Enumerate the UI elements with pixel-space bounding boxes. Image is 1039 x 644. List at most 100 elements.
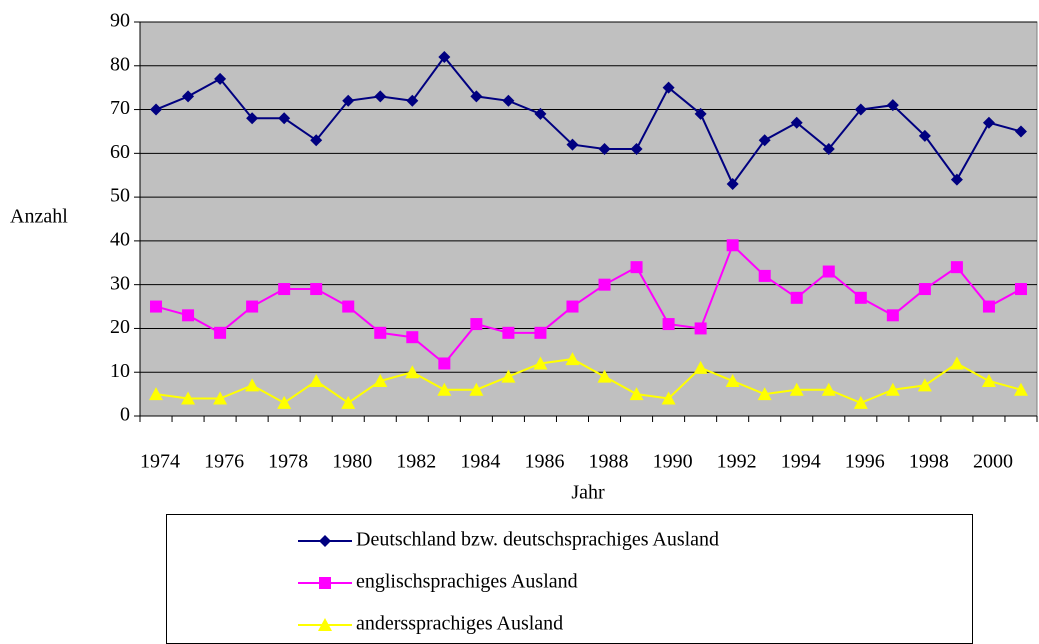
x-tick-label: 1978 xyxy=(268,451,308,473)
marker xyxy=(726,239,739,252)
marker xyxy=(214,72,227,85)
marker xyxy=(310,283,323,296)
marker xyxy=(502,94,515,107)
marker xyxy=(374,90,387,103)
legend-label: Deutschland bzw. deutschsprachiges Ausla… xyxy=(356,529,719,551)
marker xyxy=(790,116,803,129)
marker xyxy=(246,112,259,125)
marker xyxy=(150,103,163,116)
marker xyxy=(149,387,164,401)
x-tick-label: 1982 xyxy=(396,451,436,473)
marker xyxy=(278,283,291,296)
marker xyxy=(406,94,419,107)
marker xyxy=(789,382,804,396)
marker xyxy=(918,283,931,296)
marker xyxy=(725,373,740,387)
x-tick-label: 1996 xyxy=(845,451,885,473)
x-tick-label: 1974 xyxy=(140,451,180,473)
x-tick-label: 1976 xyxy=(204,451,244,473)
marker xyxy=(821,382,836,396)
marker xyxy=(438,51,451,64)
x-tick-label: 1988 xyxy=(589,451,629,473)
marker xyxy=(534,107,547,120)
marker xyxy=(1013,382,1028,396)
marker xyxy=(214,326,227,339)
marker xyxy=(469,382,484,396)
marker xyxy=(277,395,292,409)
y-tick-label: 30 xyxy=(110,272,130,294)
marker xyxy=(319,577,331,589)
marker xyxy=(790,291,803,304)
x-tick-label: 1998 xyxy=(909,451,949,473)
marker xyxy=(150,300,163,313)
marker xyxy=(854,291,867,304)
marker xyxy=(598,278,611,291)
y-tick-label: 50 xyxy=(110,185,130,207)
x-tick-label: 1994 xyxy=(781,451,821,473)
marker xyxy=(1014,125,1027,138)
marker xyxy=(246,300,259,313)
y-tick-label: 20 xyxy=(110,316,130,338)
marker xyxy=(405,365,420,379)
marker xyxy=(598,142,611,155)
marker xyxy=(822,265,835,278)
marker xyxy=(566,138,579,151)
x-tick-label: 1984 xyxy=(460,451,500,473)
marker xyxy=(950,261,963,274)
marker xyxy=(694,107,707,120)
marker xyxy=(662,318,675,331)
x-axis-label: Jahr xyxy=(571,482,605,504)
marker xyxy=(822,142,835,155)
marker xyxy=(630,142,643,155)
marker xyxy=(566,300,579,313)
marker xyxy=(374,326,387,339)
x-tick-label: 1980 xyxy=(332,451,372,473)
marker xyxy=(886,309,899,322)
marker xyxy=(949,356,964,370)
marker xyxy=(309,373,324,387)
series-line xyxy=(155,243,1022,365)
marker xyxy=(373,373,388,387)
marker xyxy=(758,134,771,147)
marker xyxy=(885,382,900,396)
marker xyxy=(758,269,771,282)
y-tick-label: 40 xyxy=(110,228,130,250)
marker xyxy=(982,300,995,313)
series-line xyxy=(155,358,1022,405)
marker xyxy=(630,261,643,274)
marker xyxy=(438,357,451,370)
marker xyxy=(181,391,196,405)
marker xyxy=(886,99,899,112)
series-line xyxy=(155,55,1022,186)
marker xyxy=(694,322,707,335)
marker xyxy=(502,326,515,339)
legend-box xyxy=(166,514,973,644)
marker xyxy=(693,360,708,374)
marker xyxy=(245,378,260,392)
y-tick-label: 90 xyxy=(110,10,130,32)
marker xyxy=(342,94,355,107)
marker xyxy=(981,373,996,387)
legend-label: englischsprachiges Ausland xyxy=(356,571,578,593)
marker xyxy=(310,134,323,147)
plot-area xyxy=(139,21,1038,417)
marker xyxy=(318,618,332,631)
legend-label: anderssprachiges Ausland xyxy=(356,613,563,635)
marker xyxy=(182,90,195,103)
marker xyxy=(757,387,772,401)
marker xyxy=(918,129,931,142)
marker xyxy=(982,116,995,129)
marker xyxy=(341,395,356,409)
y-axis-label: Anzahl xyxy=(10,206,68,228)
marker xyxy=(342,300,355,313)
marker xyxy=(726,177,739,190)
x-tick-label: 2000 xyxy=(973,451,1013,473)
marker xyxy=(533,356,548,370)
x-tick-label: 1992 xyxy=(717,451,757,473)
marker xyxy=(278,112,291,125)
marker xyxy=(662,81,675,94)
marker xyxy=(853,395,868,409)
y-tick-label: 0 xyxy=(120,404,130,426)
